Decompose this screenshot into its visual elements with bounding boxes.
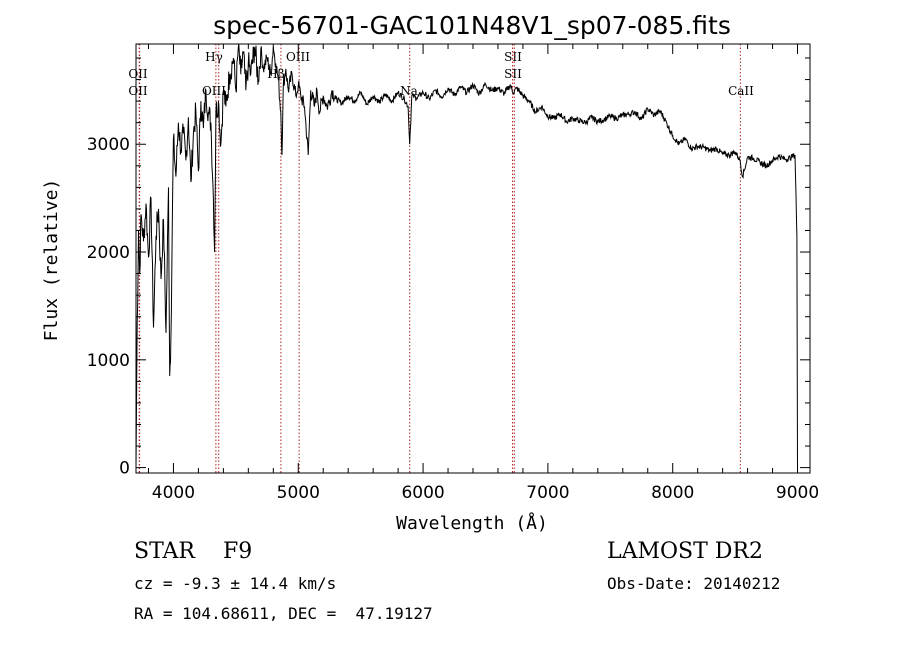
x-tick-label: 5000 — [277, 483, 320, 503]
x-tick-label: 7000 — [526, 483, 569, 503]
x-tick-label: 6000 — [401, 483, 444, 503]
redshift-velocity: cz = -9.3 ± 14.4 km/s — [134, 574, 337, 593]
marker-label-2: Hγ — [205, 50, 223, 64]
x-tick-label: 9000 — [776, 483, 819, 503]
y-tick-label: 3000 — [87, 135, 130, 155]
axis-ticks: 4000 5000 6000 7000 8000 9000 0 1000 2000 3000 — [87, 44, 819, 503]
marker-label-8: SII — [504, 67, 522, 81]
x-axis-label: Wavelength (Å) — [396, 512, 548, 534]
chart-title: spec-56701-GAC101N48V1_sp07-085.fits — [213, 11, 731, 40]
plot-frame — [135, 43, 811, 474]
spectrum-line — [135, 43, 798, 468]
marker-label-1: OII — [128, 84, 148, 98]
x-tick-label: 8000 — [651, 483, 694, 503]
object-class: STAR F9 — [134, 539, 253, 564]
marker-label-3: OIII — [202, 84, 226, 98]
y-tick-label: 2000 — [87, 243, 130, 263]
observation-date: Obs-Date: 20140212 — [607, 574, 781, 593]
y-axis-label: Flux (relative) — [41, 179, 62, 342]
y-tick-label: 1000 — [87, 351, 130, 371]
x-tick-label: 4000 — [152, 483, 195, 503]
marker-label-7: SII — [504, 50, 522, 64]
coordinates: RA = 104.68611, DEC = 47.19127 — [134, 604, 433, 623]
marker-label-5: OIII — [286, 50, 310, 64]
marker-label-9: CaII — [728, 84, 754, 98]
survey-name: LAMOST DR2 — [607, 539, 763, 564]
marker-label-0: OII — [128, 67, 148, 81]
y-tick-label: 0 — [119, 459, 130, 479]
